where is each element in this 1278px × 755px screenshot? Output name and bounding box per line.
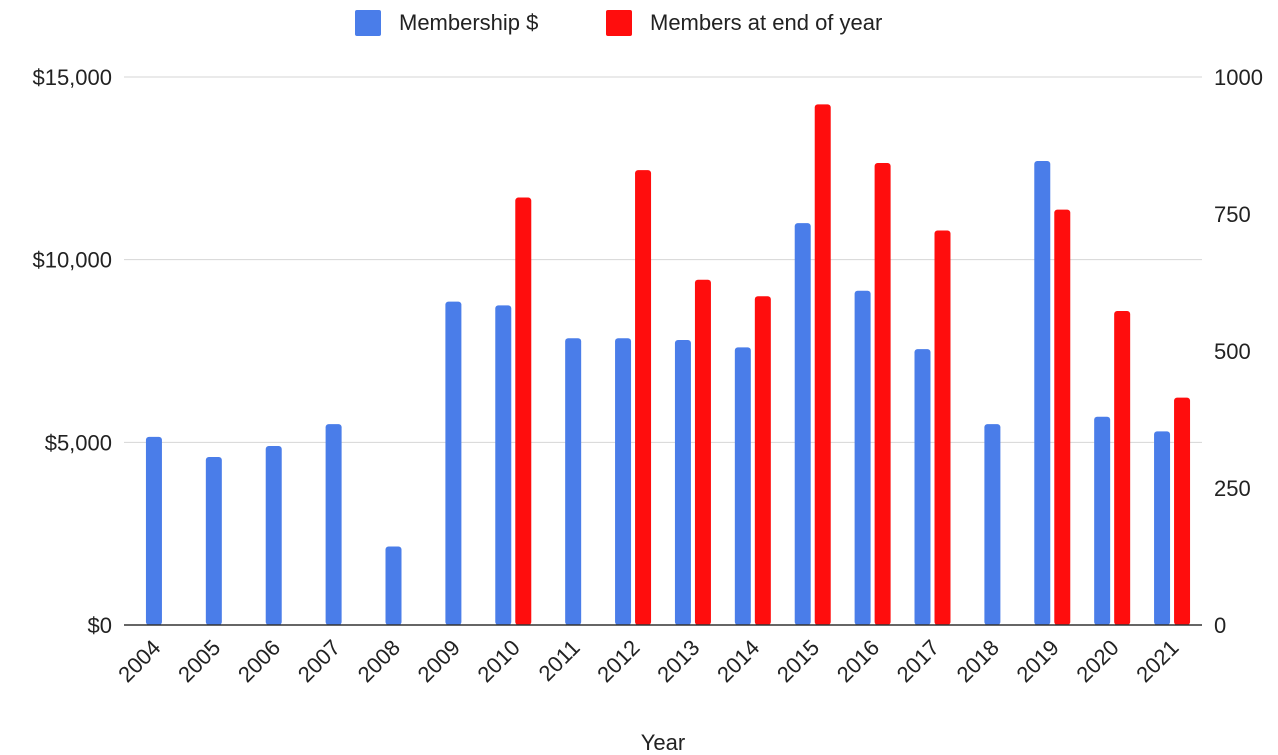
legend-swatch <box>606 10 632 36</box>
bar-members-2017 <box>934 230 951 625</box>
x-axis-title: Year <box>641 730 685 755</box>
bar-membership-2004 <box>145 436 162 625</box>
bar-membership-2006 <box>265 445 282 625</box>
left-tick-label: $10,000 <box>32 248 112 273</box>
bar-membership-2017 <box>914 349 931 625</box>
legend-item-1: Membership $ <box>355 10 538 36</box>
bar-members-2010 <box>515 197 532 625</box>
bar-membership-2014 <box>734 347 751 625</box>
legend-swatch <box>355 10 381 36</box>
bar-membership-2013 <box>674 340 691 625</box>
x-tick-label: 2018 <box>952 635 1004 687</box>
legend-label: Members at end of year <box>650 10 882 35</box>
bar-membership-2005 <box>205 456 222 625</box>
right-tick-label: 750 <box>1214 202 1251 227</box>
x-tick-label: 2007 <box>293 635 345 687</box>
bar-membership-2007 <box>325 424 342 625</box>
x-tick-label: 2005 <box>173 635 225 687</box>
bar-membership-2021 <box>1154 431 1171 625</box>
bar-membership-2010 <box>495 305 512 625</box>
x-tick-label: 2010 <box>473 635 525 687</box>
x-tick-label: 2020 <box>1071 635 1123 687</box>
bar-members-2020 <box>1114 310 1131 625</box>
x-tick-label: 2015 <box>772 635 824 687</box>
legend-item-2: Members at end of year <box>606 10 882 36</box>
x-tick-label: 2014 <box>712 635 764 687</box>
x-tick-label: 2013 <box>652 635 704 687</box>
bar-membership-2020 <box>1094 416 1111 625</box>
x-tick-label: 2012 <box>592 635 644 687</box>
bar-membership-2018 <box>984 424 1001 625</box>
right-tick-label: 250 <box>1214 476 1251 501</box>
x-tick-label: 2017 <box>892 635 944 687</box>
legend-label: Membership $ <box>399 10 538 35</box>
bar-members-2021 <box>1174 397 1191 625</box>
left-tick-label: $0 <box>88 613 112 638</box>
bar-membership-2008 <box>385 546 402 625</box>
bar-members-2014 <box>754 296 771 625</box>
right-tick-label: 0 <box>1214 613 1226 638</box>
x-tick-label: 2009 <box>413 635 465 687</box>
bar-membership-2009 <box>445 301 462 625</box>
x-tick-label: 2011 <box>534 635 585 686</box>
bar-membership-2015 <box>794 223 811 625</box>
x-tick-label: 2006 <box>233 635 285 687</box>
x-tick-label: 2021 <box>1131 635 1183 687</box>
bar-members-2013 <box>694 279 711 625</box>
left-tick-label: $15,000 <box>32 65 112 90</box>
bar-membership-2016 <box>854 290 871 625</box>
bars <box>145 104 1191 625</box>
x-tick-label: 2016 <box>832 635 884 687</box>
right-tick-label: 500 <box>1214 339 1251 364</box>
bar-members-2016 <box>874 163 891 625</box>
bar-membership-2012 <box>615 338 632 625</box>
bar-membership-2011 <box>565 338 582 625</box>
right-tick-label: 1000 <box>1214 65 1263 90</box>
x-tick-label: 2004 <box>113 635 165 687</box>
bar-membership-2019 <box>1034 161 1051 625</box>
bar-members-2015 <box>814 104 831 625</box>
legend: Membership $ Members at end of year <box>355 10 882 36</box>
bar-members-2019 <box>1054 209 1071 625</box>
grid-lines <box>124 76 1202 443</box>
bar-members-2012 <box>635 170 652 625</box>
x-tick-label: 2008 <box>353 635 405 687</box>
x-tick-label: 2019 <box>1012 635 1064 687</box>
left-tick-label: $5,000 <box>45 430 112 455</box>
